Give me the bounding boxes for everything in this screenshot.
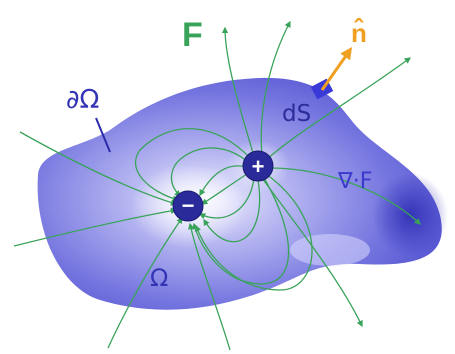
field-line (13, 207, 178, 247)
field-line (260, 20, 291, 157)
field-line (134, 128, 253, 202)
field-line (269, 167, 421, 225)
field-lines (13, 20, 421, 351)
field-line (203, 179, 261, 243)
field-label: F (182, 16, 203, 54)
field-line (19, 131, 178, 206)
field-line (187, 222, 231, 351)
boundary-pointer (95, 117, 111, 153)
region-light-patch (290, 234, 370, 266)
boundary-label: ∂Ω (66, 85, 99, 115)
field-line (265, 57, 412, 161)
field-line (198, 177, 255, 220)
field-line (170, 147, 251, 197)
field-line (107, 216, 183, 349)
divergence-label: ∇·F (337, 169, 372, 194)
normal-label: n̂ (351, 17, 367, 48)
normal-arrow (320, 47, 353, 91)
field-line (261, 177, 363, 328)
negative-charge-sign: − (182, 193, 195, 218)
region-label: Ω (150, 264, 168, 292)
field-line (200, 171, 251, 205)
field-line (194, 173, 313, 291)
surface-element-label: dS (282, 101, 311, 127)
positive-charge-sign: + (252, 154, 265, 179)
negative-charge: − (172, 190, 204, 222)
field-line (221, 26, 255, 157)
positive-charge: + (242, 150, 274, 182)
field-line (192, 177, 290, 285)
